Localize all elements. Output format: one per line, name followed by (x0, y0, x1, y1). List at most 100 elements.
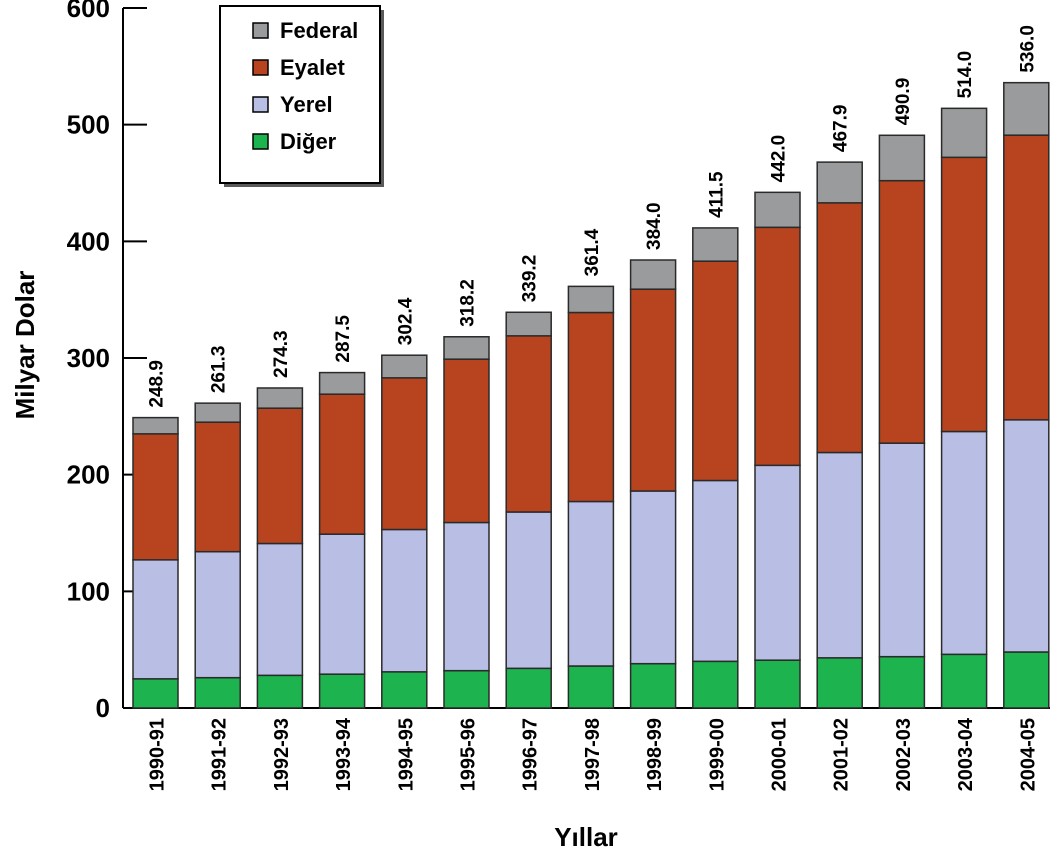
legend-label: Federal (280, 18, 358, 43)
bar-segment-federal (1003, 81, 1050, 136)
bar-segment-federal (940, 107, 988, 159)
legend-label: Eyalet (280, 55, 345, 80)
y-tick-label: 400 (67, 226, 110, 256)
bar-segment-diğer (816, 657, 863, 709)
bar-segment-eyalet (381, 377, 428, 531)
total-label: 302.4 (395, 297, 416, 345)
total-label: 248.9 (147, 360, 168, 408)
bar-segment-eyalet (1003, 134, 1050, 421)
bar-segment-federal (132, 416, 179, 435)
bar-segment-yerel (256, 542, 304, 677)
y-tick-label: 500 (67, 110, 110, 140)
bar-segment-diğer (754, 659, 801, 709)
total-label: 287.5 (333, 315, 354, 363)
bar-segment-diğer (878, 655, 926, 709)
legend-swatch (252, 96, 269, 113)
bars: 248.9 1990-91 261.3 1991-92 274.3 1992-93 287.… (132, 25, 1050, 791)
total-label: 411.5 (706, 171, 727, 218)
x-tick-label: 1990-91 (147, 718, 169, 791)
legend-swatch (252, 133, 269, 150)
bar-segment-yerel (443, 521, 490, 672)
y-axis-title: Milyar Dolar (10, 271, 40, 420)
bar-segment-federal (754, 191, 801, 229)
bar-segment-yerel (692, 479, 739, 663)
bar-segment-eyalet (567, 311, 615, 503)
bar-segment-diğer (256, 674, 304, 709)
x-tick-label: 1995-96 (458, 718, 480, 791)
bar-segment-yerel (1003, 419, 1050, 653)
bar-segment-diğer (940, 653, 988, 709)
total-label: 514.0 (955, 51, 976, 99)
total-label: 490.9 (893, 78, 914, 126)
bar-segment-federal (443, 336, 490, 360)
y-tick-label: 0 (96, 693, 110, 723)
legend-swatch (252, 59, 269, 76)
legend-swatch (252, 22, 269, 39)
bar-segment-eyalet (629, 288, 677, 492)
bar-segment-diğer (443, 669, 490, 709)
total-label: 318.2 (458, 279, 479, 327)
bar-segment-yerel (505, 511, 552, 670)
total-label: 384.0 (644, 202, 665, 250)
x-tick-label: 1997-98 (582, 718, 604, 791)
legend-box (219, 5, 381, 184)
x-tick-label: 1993-94 (333, 717, 355, 791)
bar-segment-diğer (194, 676, 241, 709)
bar-segment-diğer (692, 660, 739, 709)
bar-segment-eyalet (132, 433, 179, 561)
bar-segment-diğer (132, 678, 179, 709)
bar-segment-federal (629, 259, 677, 290)
x-tick-label: 2004-05 (1017, 718, 1039, 791)
bar-segment-diğer (381, 671, 428, 709)
x-tick-label: 2002-03 (893, 718, 915, 791)
bar-segment-yerel (194, 550, 241, 679)
bar-segment-federal (878, 134, 926, 182)
legend-label: Diğer (280, 129, 337, 154)
bar-segment-yerel (567, 500, 615, 667)
x-tick-label: 2003-04 (955, 717, 977, 791)
bar-segment-diğer (1003, 651, 1050, 709)
bar-segment-eyalet (443, 358, 490, 524)
x-tick-label: 1998-99 (644, 718, 666, 791)
y-tick-label: 100 (67, 576, 110, 606)
bar-segment-diğer (505, 667, 552, 709)
bar-segment-federal (318, 371, 366, 395)
total-label: 261.3 (209, 346, 230, 394)
total-label: 361.4 (582, 228, 603, 276)
total-label: 442.0 (769, 135, 790, 183)
bar-segment-federal (692, 227, 739, 262)
bar-segment-eyalet (318, 393, 366, 535)
bar-segment-diğer (318, 673, 366, 709)
bar-segment-federal (381, 354, 428, 379)
y-tick-label: 300 (67, 343, 110, 373)
bar-segment-federal (567, 285, 615, 314)
bar-segment-eyalet (816, 202, 863, 454)
legend: Federal Eyalet Yerel Diğer (219, 5, 384, 187)
x-tick-label: 1994-95 (395, 718, 417, 791)
bar-segment-yerel (816, 451, 863, 659)
bar-segment-eyalet (754, 226, 801, 467)
bar-segment-federal (816, 161, 863, 204)
total-label: 274.3 (271, 330, 292, 378)
y-tick-label: 600 (67, 0, 110, 23)
bar-segment-eyalet (505, 335, 552, 513)
bar-segment-eyalet (878, 179, 926, 444)
x-tick-label: 1992-93 (271, 718, 293, 791)
x-tick-label: 1991-92 (209, 718, 231, 791)
x-tick-label: 1996-97 (520, 718, 542, 791)
bar-segment-yerel (132, 559, 179, 680)
y-tick-label: 200 (67, 460, 110, 490)
x-axis-title: Yıllar (554, 822, 618, 852)
legend-label: Yerel (280, 92, 333, 117)
bar-segment-yerel (878, 442, 926, 658)
bar-segment-federal (194, 402, 241, 423)
bar-segment-federal (505, 311, 552, 337)
bar-segment-eyalet (692, 260, 739, 482)
x-tick-label: 1999-00 (706, 718, 728, 791)
bar-segment-diğer (629, 662, 677, 709)
bar-segment-eyalet (194, 421, 241, 553)
bar-segment-yerel (318, 533, 366, 675)
bar-segment-yerel (381, 528, 428, 673)
bar-segment-eyalet (256, 407, 304, 545)
